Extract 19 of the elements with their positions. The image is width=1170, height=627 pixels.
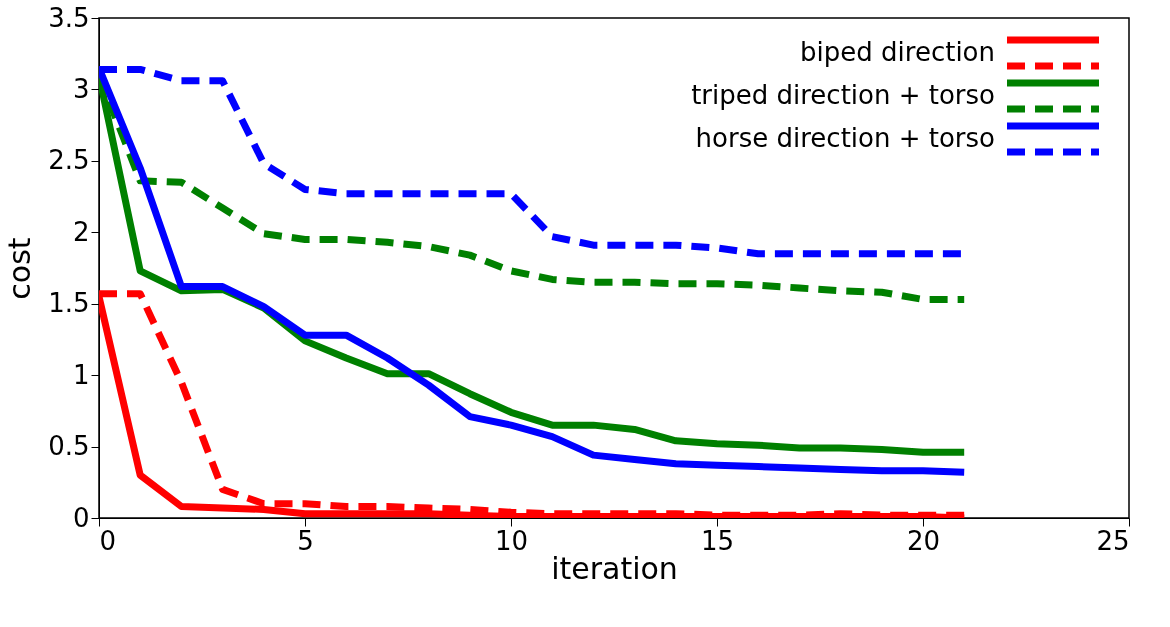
legend-label: horse direction + torso <box>695 123 995 153</box>
x-tick-label: 10 <box>494 525 529 556</box>
y-tick-label: 3 <box>72 73 90 104</box>
y-tick-label: 0 <box>72 502 90 533</box>
legend-label: triped direction + torso <box>691 80 995 110</box>
y-tick-label: 1.5 <box>48 288 90 319</box>
y-tick-label: 3.5 <box>48 2 90 33</box>
y-axis-title: cost <box>2 237 38 300</box>
y-tick-label: 0.5 <box>48 431 90 462</box>
x-tick-label: 0 <box>99 525 117 556</box>
x-tick-label: 5 <box>297 525 314 556</box>
x-axis-title: iteration <box>551 550 678 586</box>
y-tick-label: 1 <box>72 359 90 390</box>
x-tick-label: 20 <box>906 525 941 556</box>
x-tick-label: 15 <box>700 525 735 556</box>
y-tick-label: 2.5 <box>48 145 90 176</box>
y-tick-label: 2 <box>72 216 90 247</box>
legend-label: biped direction <box>800 37 995 67</box>
x-tick-label: 25 <box>1096 525 1130 556</box>
